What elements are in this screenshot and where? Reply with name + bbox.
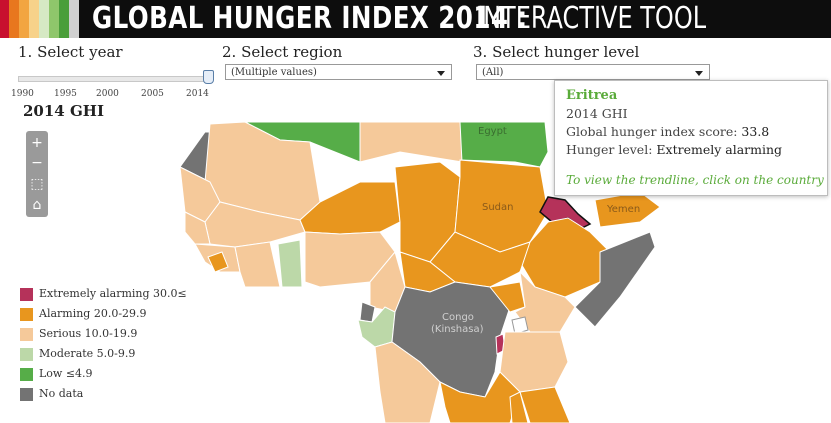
- chevron-down-icon: [695, 71, 703, 76]
- tooltip-score-value: 33.8: [741, 124, 770, 139]
- region-dropdown[interactable]: (Multiple values): [225, 64, 452, 80]
- legend-label: Moderate 5.0-9.9: [39, 347, 136, 360]
- country-libya[interactable]: [359, 122, 463, 163]
- country-label-egypt: Egypt: [478, 126, 507, 137]
- legend-label: Serious 10.0-19.9: [39, 327, 138, 340]
- country-label-congo: Congo: [442, 312, 474, 323]
- country-senegal[interactable]: [184, 211, 211, 245]
- tooltip-level-label: Hunger level:: [566, 142, 653, 157]
- tooltip-hint: To view the trendline, click on the coun…: [566, 173, 824, 187]
- year-tick-label: 1995: [54, 89, 77, 99]
- hunger-level-dropdown[interactable]: (All): [476, 64, 710, 80]
- country-label-sudan: Sudan: [482, 202, 514, 213]
- header-stripe: [69, 0, 79, 38]
- tooltip-level-value: Extremely alarming: [656, 142, 783, 157]
- zoom-in-icon[interactable]: +: [31, 135, 43, 151]
- header-stripe: [19, 0, 29, 38]
- tooltip-level-row: Hunger level: Extremely alarming: [566, 142, 782, 157]
- tooltip-year: 2014 GHI: [566, 106, 628, 121]
- country-label-congo-sub: (Kinshasa): [431, 324, 484, 335]
- map-zoom-toolbar: + − ⬚ ⌂: [26, 131, 48, 217]
- year-slider-handle[interactable]: [203, 70, 214, 84]
- year-slider-track[interactable]: [18, 76, 212, 82]
- hunger-level-dropdown-value: (All): [482, 67, 504, 78]
- tooltip-score-row: Global hunger index score: 33.8: [566, 124, 769, 139]
- lake-victoria: [511, 316, 529, 335]
- country-tooltip: Eritrea 2014 GHI Global hunger index sco…: [554, 80, 828, 196]
- tooltip-score-label: Global hunger index score:: [566, 124, 738, 139]
- year-tick-label: 2000: [96, 89, 119, 99]
- chevron-down-icon: [437, 71, 445, 76]
- header-stripe: [29, 0, 39, 38]
- country-ghana[interactable]: [277, 239, 303, 288]
- country-ivory-coast[interactable]: [234, 241, 281, 288]
- country-malawi[interactable]: [509, 391, 529, 423]
- country-somalia[interactable]: [574, 231, 656, 328]
- legend-swatch: [20, 368, 33, 381]
- header-stripe: [9, 0, 19, 38]
- header-stripe: [49, 0, 59, 38]
- legend-label: No data: [39, 387, 84, 400]
- zoom-out-icon[interactable]: −: [31, 155, 43, 171]
- legend-swatch: [20, 328, 33, 341]
- app-title: GLOBAL HUNGER INDEX 2014 :: [92, 1, 528, 36]
- rectangle-select-icon[interactable]: ⬚: [30, 176, 44, 192]
- legend-label: Low ≤4.9: [39, 367, 93, 380]
- legend-swatch: [20, 308, 33, 321]
- legend-label: Alarming 20.0-29.9: [39, 307, 147, 320]
- legend-swatch: [20, 348, 33, 361]
- year-tick-label: 1990: [11, 89, 34, 99]
- legend-label: Extremely alarming 30.0≤: [39, 287, 187, 300]
- header-stripe: [39, 0, 49, 38]
- app-subtitle: INTERACTIVE TOOL: [476, 1, 707, 36]
- hunger-level-select-label: 3. Select hunger level: [473, 43, 640, 61]
- legend-swatch: [20, 388, 33, 401]
- region-select-label: 2. Select region: [222, 43, 343, 61]
- year-tick-label: 2014: [186, 89, 209, 99]
- region-dropdown-value: (Multiple values): [231, 67, 317, 78]
- country-label-yemen: Yemen: [606, 204, 640, 215]
- header-stripe: [0, 0, 9, 38]
- year-select-label: 1. Select year: [18, 43, 123, 61]
- country-sierra-leone[interactable]: [207, 251, 229, 273]
- choropleth-map[interactable]: Egypt Sudan Yemen Congo (Kinshasa): [0, 122, 831, 423]
- year-tick-label: 2005: [141, 89, 164, 99]
- header-stripe: [59, 0, 69, 38]
- country-mozambique[interactable]: [519, 386, 571, 423]
- header-banner: GLOBAL HUNGER INDEX 2014 : INTERACTIVE T…: [0, 0, 831, 38]
- home-icon[interactable]: ⌂: [32, 197, 42, 213]
- legend-swatch: [20, 288, 33, 301]
- map-title: 2014 GHI: [23, 102, 104, 120]
- tooltip-country-name: Eritrea: [566, 88, 618, 103]
- country-angola[interactable]: [374, 341, 441, 423]
